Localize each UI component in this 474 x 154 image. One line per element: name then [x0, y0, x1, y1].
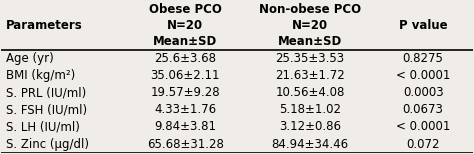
Text: 0.072: 0.072 — [406, 138, 440, 151]
Text: S. LH (IU/ml): S. LH (IU/ml) — [6, 120, 80, 133]
Text: N=20: N=20 — [292, 19, 328, 32]
Text: < 0.0001: < 0.0001 — [396, 120, 450, 133]
Text: 5.18±1.02: 5.18±1.02 — [279, 103, 341, 116]
Text: 3.12±0.86: 3.12±0.86 — [279, 120, 341, 133]
Text: Obese PCO: Obese PCO — [149, 3, 222, 16]
Text: 25.6±3.68: 25.6±3.68 — [154, 52, 216, 65]
Text: 84.94±34.46: 84.94±34.46 — [272, 138, 348, 151]
Text: Age (yr): Age (yr) — [6, 52, 54, 65]
Text: N=20: N=20 — [167, 19, 203, 32]
Text: 21.63±1.72: 21.63±1.72 — [275, 69, 345, 82]
Text: 0.0003: 0.0003 — [403, 86, 444, 99]
Text: Mean±SD: Mean±SD — [153, 35, 217, 48]
Text: 0.0673: 0.0673 — [403, 103, 444, 116]
Text: Parameters: Parameters — [6, 19, 83, 32]
Text: P value: P value — [399, 19, 447, 32]
Text: BMI (kg/m²): BMI (kg/m²) — [6, 69, 75, 82]
Text: < 0.0001: < 0.0001 — [396, 69, 450, 82]
Text: 0.8275: 0.8275 — [403, 52, 444, 65]
Text: 19.57±9.28: 19.57±9.28 — [150, 86, 220, 99]
Text: 25.35±3.53: 25.35±3.53 — [275, 52, 345, 65]
Text: 65.68±31.28: 65.68±31.28 — [147, 138, 224, 151]
Text: S. FSH (IU/ml): S. FSH (IU/ml) — [6, 103, 87, 116]
Text: Mean±SD: Mean±SD — [278, 35, 342, 48]
Text: Non-obese PCO: Non-obese PCO — [259, 3, 361, 16]
Text: 10.56±4.08: 10.56±4.08 — [275, 86, 345, 99]
Text: 35.06±2.11: 35.06±2.11 — [150, 69, 220, 82]
Text: S. PRL (IU/ml): S. PRL (IU/ml) — [6, 86, 86, 99]
Text: 9.84±3.81: 9.84±3.81 — [154, 120, 216, 133]
Text: 4.33±1.76: 4.33±1.76 — [154, 103, 216, 116]
Text: S. Zinc (µg/dl): S. Zinc (µg/dl) — [6, 138, 89, 151]
